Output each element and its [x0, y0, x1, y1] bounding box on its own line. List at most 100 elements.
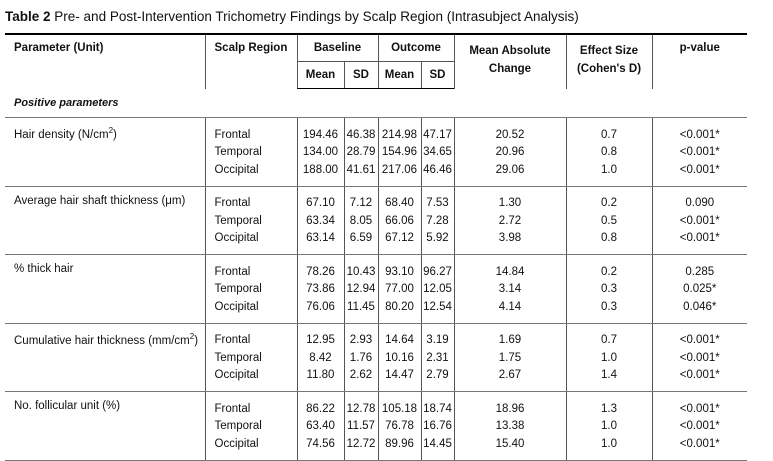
- effect-size-cell: 1.0: [565, 417, 652, 435]
- baseline-mean-cell: 74.56: [296, 435, 344, 461]
- region-cell: Occipital: [204, 161, 297, 187]
- header-baseline-sd: SD: [343, 61, 378, 89]
- outcome-mean-cell: 105.18: [377, 391, 421, 418]
- mean-change-cell: 3.14: [453, 280, 566, 298]
- baseline-mean-cell: 76.06: [296, 298, 344, 324]
- baseline-sd-cell: 12.78: [343, 391, 378, 418]
- outcome-sd-cell: 18.74: [420, 391, 454, 418]
- parameter-label: Cumulative hair thickness (mm/cm: [14, 334, 190, 347]
- p-value-cell: 0.046*: [651, 298, 747, 324]
- baseline-sd-cell: 11.57: [343, 417, 378, 435]
- p-value-cell: <0.001*: [651, 161, 747, 187]
- outcome-mean-cell: 217.06: [377, 161, 421, 187]
- mean-change-cell: 20.52: [453, 117, 566, 144]
- outcome-mean-cell: 76.78: [377, 417, 421, 435]
- effect-size-cell: 1.3: [565, 391, 652, 418]
- parameter-cell: No. follicular unit (%): [5, 391, 205, 461]
- region-cell: Temporal: [204, 280, 297, 298]
- mean-change-cell: 14.84: [453, 254, 566, 281]
- mean-change-cell: 2.67: [453, 366, 566, 392]
- effect-size-cell: 0.2: [565, 186, 652, 212]
- table-row: Hair density (N/cm2) Frontal 194.46 46.38 21…: [5, 117, 747, 187]
- region-cell: Temporal: [204, 143, 297, 161]
- effect-size-cell: 1.0: [565, 435, 652, 461]
- effect-size-cell: 1.4: [565, 366, 652, 392]
- parameter-unit-suffix: ): [113, 128, 117, 141]
- baseline-sd-cell: 11.45: [343, 298, 378, 324]
- baseline-mean-cell: 11.80: [296, 366, 344, 392]
- outcome-mean-cell: 154.96: [377, 143, 421, 161]
- header-baseline: Baseline: [296, 33, 378, 62]
- region-cell: Occipital: [204, 435, 297, 461]
- effect-size-cell: 1.0: [565, 349, 652, 367]
- outcome-mean-cell: 68.40: [377, 186, 421, 212]
- baseline-mean-cell: 86.22: [296, 391, 344, 418]
- p-value-cell: <0.001*: [651, 417, 747, 435]
- baseline-sd-cell: 6.59: [343, 229, 378, 255]
- table-row: Temporal 134.00 28.79 154.96 34.65 20.96 0.8 <0…: [5, 143, 747, 161]
- table-caption: Table 2 Pre- and Post-Intervention Trich…: [5, 9, 579, 24]
- parameter-cell: Average hair shaft thickness (μm): [5, 186, 205, 255]
- parameter-cell: Hair density (N/cm2): [5, 117, 205, 187]
- outcome-sd-cell: 7.28: [420, 212, 454, 230]
- baseline-sd-cell: 28.79: [343, 143, 378, 161]
- outcome-mean-cell: 77.00: [377, 280, 421, 298]
- parameter-cell: Cumulative hair thickness (mm/cm2): [5, 323, 205, 392]
- region-cell: Frontal: [204, 323, 297, 349]
- trichometry-table: Parameter (Unit) Scalp Region Baseline O…: [5, 33, 747, 461]
- outcome-sd-cell: 47.17: [420, 117, 454, 144]
- header-baseline-mean: Mean: [296, 61, 344, 89]
- outcome-mean-cell: 14.64: [377, 323, 421, 349]
- baseline-mean-cell: 63.14: [296, 229, 344, 255]
- mean-change-cell: 3.98: [453, 229, 566, 255]
- region-cell: Occipital: [204, 366, 297, 392]
- effect-size-cell: 0.7: [565, 323, 652, 349]
- mean-change-cell: 29.06: [453, 161, 566, 187]
- region-cell: Temporal: [204, 417, 297, 435]
- baseline-sd-cell: 12.72: [343, 435, 378, 461]
- parameter-unit-superscript: 2: [189, 331, 195, 341]
- p-value-cell: <0.001*: [651, 323, 747, 349]
- baseline-mean-cell: 12.95: [296, 323, 344, 349]
- table-row: No. follicular unit (%) Frontal 86.22 12.78…: [5, 391, 747, 461]
- outcome-mean-cell: 14.47: [377, 366, 421, 392]
- header-outcome-sd: SD: [420, 61, 454, 89]
- effect-size-cell: 1.0: [565, 161, 652, 187]
- region-cell: Frontal: [204, 391, 297, 418]
- baseline-sd-cell: 41.61: [343, 161, 378, 187]
- baseline-mean-cell: 194.46: [296, 117, 344, 144]
- table-row: Cumulative hair thickness (mm/cm2) Fronta…: [5, 323, 747, 392]
- parameter-label: No. follicular unit (%): [14, 400, 121, 412]
- p-value-cell: <0.001*: [651, 212, 747, 230]
- outcome-sd-cell: 3.19: [420, 323, 454, 349]
- p-value-cell: 0.285: [651, 254, 747, 281]
- header-p-value: p-value: [651, 33, 747, 89]
- mean-change-cell: 15.40: [453, 435, 566, 461]
- outcome-sd-cell: 2.31: [420, 349, 454, 367]
- table-label: Table 2: [5, 9, 51, 24]
- p-value-cell: <0.001*: [651, 391, 747, 418]
- baseline-sd-cell: 10.43: [343, 254, 378, 281]
- table-row: Average hair shaft thickness (μm) Frontal…: [5, 186, 747, 255]
- region-cell: Temporal: [204, 212, 297, 230]
- baseline-mean-cell: 78.26: [296, 254, 344, 281]
- outcome-mean-cell: 89.96: [377, 435, 421, 461]
- table-row: % thick hair Frontal 78.26 10.43 93.10 96.27 1…: [5, 254, 747, 324]
- outcome-sd-cell: 96.27: [420, 254, 454, 281]
- effect-size-cell: 0.7: [565, 117, 652, 144]
- baseline-mean-cell: 63.34: [296, 212, 344, 230]
- mean-change-cell: 1.69: [453, 323, 566, 349]
- effect-size-cell: 0.3: [565, 298, 652, 324]
- region-cell: Occipital: [204, 298, 297, 324]
- outcome-sd-cell: 5.92: [420, 229, 454, 255]
- mean-change-cell: 1.75: [453, 349, 566, 367]
- outcome-sd-cell: 46.46: [420, 161, 454, 187]
- header-outcome: Outcome: [377, 33, 454, 62]
- baseline-sd-cell: 1.76: [343, 349, 378, 367]
- p-value-cell: 0.090: [651, 186, 747, 212]
- parameter-label: % thick hair: [14, 263, 74, 275]
- outcome-sd-cell: 12.54: [420, 298, 454, 324]
- mean-change-cell: 2.72: [453, 212, 566, 230]
- parameter-cell: % thick hair: [5, 254, 205, 324]
- table-row: Occipital 11.80 2.62 14.47 2.79 2.67 1.4 <0.001…: [5, 366, 747, 392]
